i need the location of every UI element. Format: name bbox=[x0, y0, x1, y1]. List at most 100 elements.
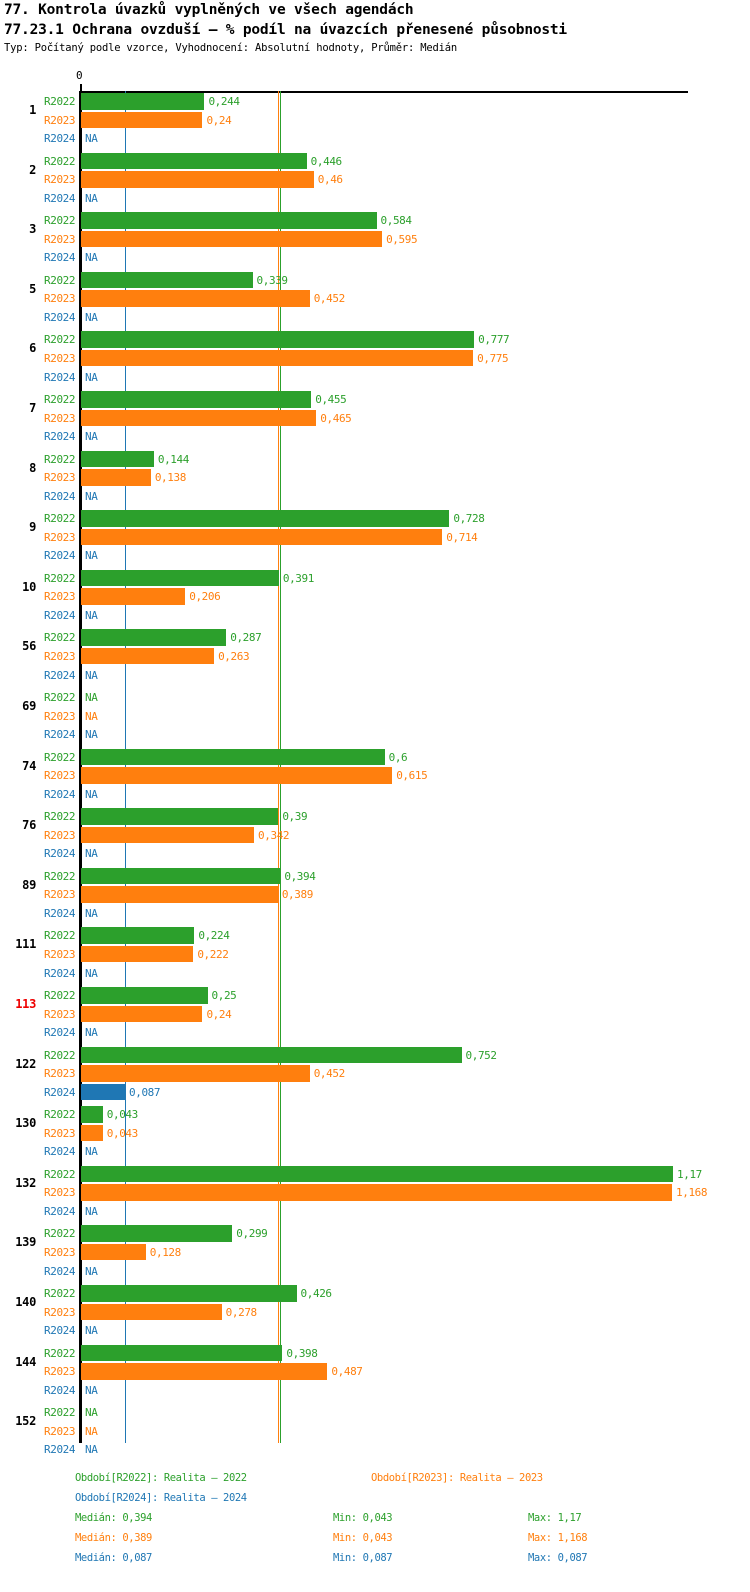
group-number-label: 8 bbox=[29, 460, 36, 475]
bar-r2023[interactable] bbox=[81, 1303, 222, 1321]
chart-group: 56 R2022 0,287 R2023 0,263 R2024 NA bbox=[0, 628, 750, 684]
series-label-r2024: R2024 bbox=[44, 608, 76, 622]
bar-r2022[interactable] bbox=[81, 808, 279, 825]
chart-bar-row: R2024 NA bbox=[0, 1440, 750, 1459]
bar-r2023[interactable] bbox=[81, 349, 474, 367]
bar-value-label: 1,168 bbox=[676, 1186, 708, 1200]
chart-bar-row: R2024 NA bbox=[0, 964, 750, 983]
bar-r2023[interactable] bbox=[81, 409, 317, 427]
bar-r2022[interactable] bbox=[81, 569, 279, 587]
chart-bar-row: R2022 NA bbox=[0, 688, 750, 707]
bar-r2023[interactable] bbox=[81, 528, 443, 546]
bar-r2022[interactable] bbox=[81, 331, 475, 348]
chart-bar-row: R2024 NA bbox=[0, 1202, 750, 1221]
bar-r2023[interactable] bbox=[81, 647, 215, 665]
chart-bar-row: R2024 NA bbox=[0, 1023, 750, 1042]
bar-value-label: 0,287 bbox=[230, 631, 262, 645]
series-label-r2022: R2022 bbox=[44, 512, 76, 526]
bar-r2023[interactable] bbox=[81, 230, 383, 248]
bar-value-label: 0,144 bbox=[157, 452, 190, 466]
axis-top-line bbox=[81, 91, 688, 93]
legend-max-2022: Max: 1,17 bbox=[528, 1512, 582, 1524]
bar-r2024[interactable] bbox=[81, 1083, 126, 1101]
group-number-label: 3 bbox=[29, 222, 36, 237]
na-value: NA bbox=[85, 906, 98, 920]
chart-bar-row: R2023 0,138 bbox=[0, 468, 750, 487]
chart-group: 144 R2022 0,398 R2023 0,487 R2024 NA bbox=[0, 1344, 750, 1400]
bar-r2023[interactable] bbox=[81, 945, 194, 963]
chart-group: 2 R2022 0,446 R2023 0,46 R2024 NA bbox=[0, 152, 750, 208]
series-label-r2023: R2023 bbox=[44, 1245, 76, 1259]
bar-r2022[interactable] bbox=[81, 1046, 462, 1064]
bar-r2022[interactable] bbox=[81, 1106, 103, 1123]
chart-group: 1 R2022 0,244 R2023 0,24 R2024 NA bbox=[0, 92, 750, 148]
bar-r2023[interactable] bbox=[81, 290, 310, 307]
chart-bar-row: R2022 0,339 bbox=[0, 271, 750, 290]
bar-r2022[interactable] bbox=[81, 391, 312, 408]
bar-r2022[interactable] bbox=[81, 271, 253, 289]
chart-bar-row: R2022 0,391 bbox=[0, 569, 750, 588]
series-label-r2023: R2023 bbox=[44, 1365, 76, 1379]
bar-r2022[interactable] bbox=[81, 152, 307, 170]
bar-r2022[interactable] bbox=[81, 748, 385, 766]
bar-r2023[interactable] bbox=[81, 171, 314, 188]
bar-r2022[interactable] bbox=[81, 867, 281, 885]
bar-r2023[interactable] bbox=[81, 588, 186, 605]
bar-value-label: 0,775 bbox=[477, 351, 509, 365]
bar-r2022[interactable] bbox=[81, 1285, 297, 1302]
bar-r2022[interactable] bbox=[81, 1165, 674, 1183]
chart-bar-row: R2024 NA bbox=[0, 785, 750, 804]
bar-r2023[interactable] bbox=[81, 1005, 203, 1023]
chart-bar-row: R2024 NA bbox=[0, 368, 750, 387]
bar-value-label: 0,6 bbox=[388, 750, 408, 764]
bar-r2023[interactable] bbox=[81, 469, 151, 486]
chart-bar-row: R2023 0,775 bbox=[0, 349, 750, 368]
group-number-label: 140 bbox=[15, 1295, 36, 1309]
bar-r2022[interactable] bbox=[81, 927, 195, 944]
chart-legend: Období[R2022]: Realita – 2022 Období[R20… bbox=[0, 1462, 750, 1592]
chart-group: 9 R2022 0,728 R2023 0,714 R2024 NA bbox=[0, 509, 750, 565]
bar-r2022[interactable] bbox=[81, 510, 450, 527]
bar-r2023[interactable] bbox=[81, 886, 278, 903]
bar-value-label: 0,389 bbox=[281, 888, 314, 902]
bar-value-label: 0,128 bbox=[149, 1245, 182, 1259]
series-label-r2024: R2024 bbox=[44, 787, 76, 801]
series-label-r2023: R2023 bbox=[44, 530, 76, 544]
bar-r2022[interactable] bbox=[81, 629, 227, 646]
series-label-r2023: R2023 bbox=[44, 709, 76, 723]
bar-value-label: 0,087 bbox=[129, 1085, 161, 1099]
bar-r2022[interactable] bbox=[81, 212, 377, 229]
chart-bar-row: R2023 NA bbox=[0, 707, 750, 726]
chart-bar-row: R2022 NA bbox=[0, 1403, 750, 1422]
bar-r2023[interactable] bbox=[81, 826, 255, 844]
chart-group: 7 R2022 0,455 R2023 0,465 R2024 NA bbox=[0, 390, 750, 446]
series-label-r2024: R2024 bbox=[44, 1145, 76, 1159]
bar-r2023[interactable] bbox=[81, 1184, 672, 1201]
chart-group: 113 R2022 0,25 R2023 0,24 R2024 NA bbox=[0, 986, 750, 1042]
bar-r2022[interactable] bbox=[81, 450, 154, 468]
series-label-r2022: R2022 bbox=[44, 989, 76, 1002]
bar-r2023[interactable] bbox=[81, 111, 203, 129]
group-number-label: 111 bbox=[15, 937, 36, 952]
series-label-r2023: R2023 bbox=[44, 1007, 76, 1021]
bar-r2023[interactable] bbox=[81, 1243, 146, 1261]
bar-value-label: 0,244 bbox=[208, 95, 240, 108]
group-number-label: 56 bbox=[22, 639, 36, 654]
bar-r2022[interactable] bbox=[81, 1225, 233, 1242]
bar-r2023[interactable] bbox=[81, 1363, 328, 1380]
series-label-r2023: R2023 bbox=[44, 947, 76, 961]
chart-bar-row: R2023 0,714 bbox=[0, 528, 750, 547]
chart-bar-row: R2023 0,342 bbox=[0, 826, 750, 845]
chart-bar-row: R2024 NA bbox=[0, 248, 750, 267]
series-label-r2023: R2023 bbox=[44, 649, 76, 663]
bar-value-label: 1,17 bbox=[677, 1167, 702, 1181]
chart-bar-row: R2024 NA bbox=[0, 1142, 750, 1161]
bar-r2022[interactable] bbox=[81, 1344, 283, 1362]
group-number-label: 7 bbox=[29, 401, 36, 415]
chart-bar-row: R2024 NA bbox=[0, 904, 750, 923]
bar-r2023[interactable] bbox=[81, 1065, 310, 1082]
bar-r2023[interactable] bbox=[81, 1124, 103, 1142]
bar-r2022[interactable] bbox=[81, 987, 208, 1004]
bar-r2022[interactable] bbox=[81, 93, 205, 110]
bar-r2023[interactable] bbox=[81, 767, 393, 784]
